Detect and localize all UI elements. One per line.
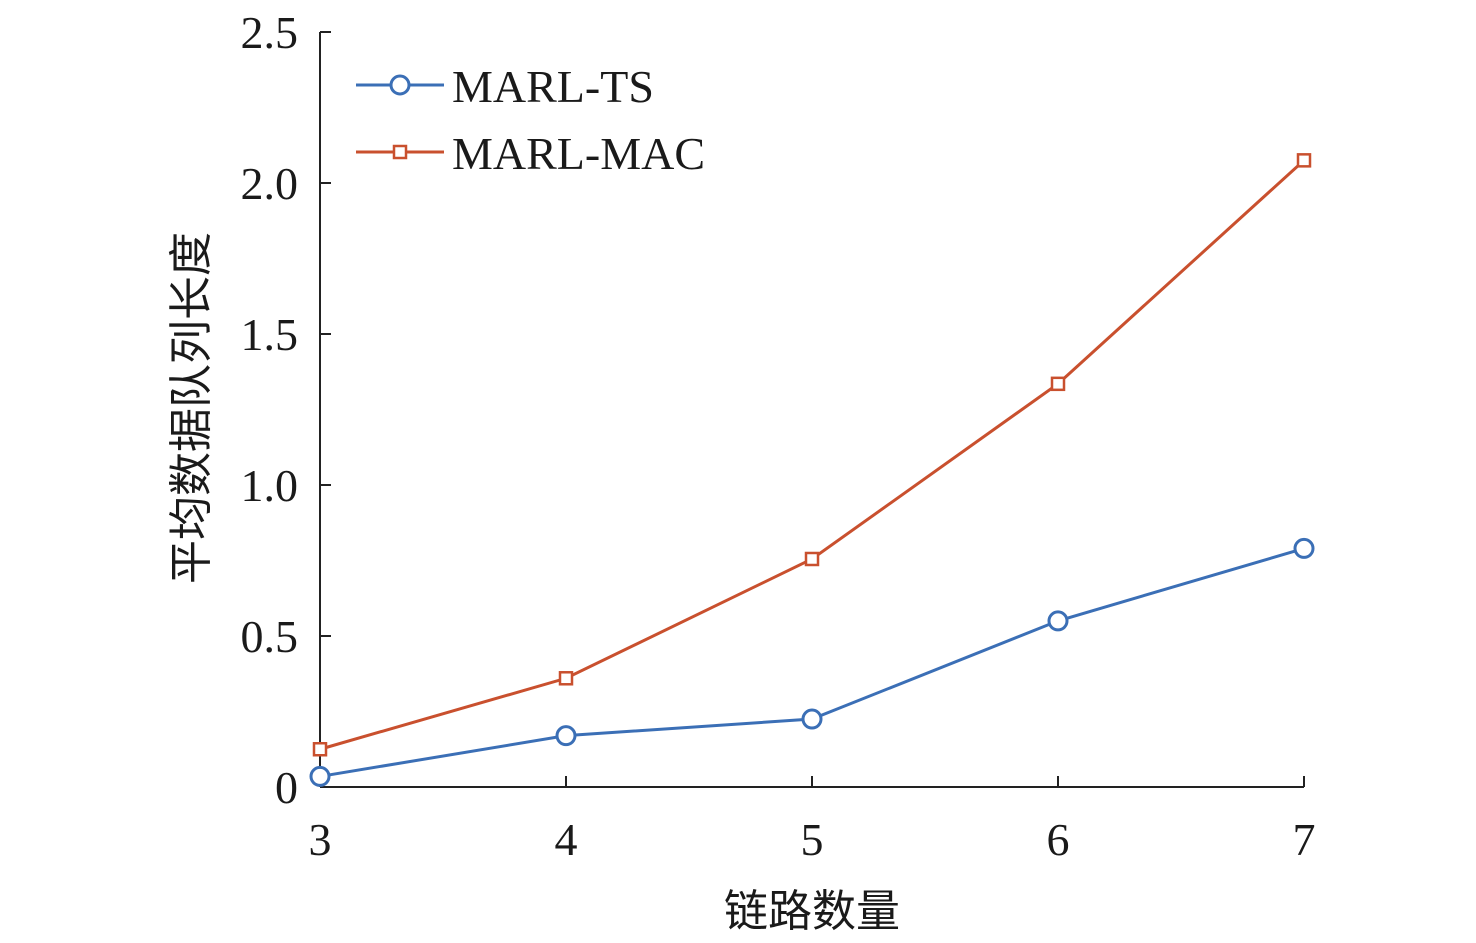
series-marl-mac [312,153,1312,757]
legend-marker-square [392,144,408,160]
y-tick-label: 1.5 [241,309,299,360]
tick-labels: 0 0.5 1.0 1.5 2.0 2.5 3 4 5 6 7 [241,7,1316,865]
y-axis-title: 平均数据队列长度 [166,232,217,584]
data-point-square [804,551,820,567]
y-tick-label: 0 [275,762,298,813]
tick-marks [319,31,1305,788]
series-marl-ts [309,537,1315,787]
y-tick-label: 0.5 [241,611,299,662]
x-tick-label: 7 [1293,814,1316,865]
legend-item: MARL-TS [356,61,654,112]
x-tick-label: 4 [555,814,578,865]
data-point-circle [309,765,331,787]
legend: MARL-TS MARL-MAC [356,61,705,179]
series-line [319,159,1306,751]
data-point-circle [801,708,823,730]
legend-label: MARL-TS [452,61,654,112]
y-tick-label: 2.5 [241,7,299,58]
data-point-circle [555,725,577,747]
series-lines [309,153,1315,787]
y-tick-label: 1.0 [241,460,299,511]
x-tick-label: 3 [309,814,332,865]
series-line [319,546,1305,778]
x-tick-label: 5 [801,814,824,865]
data-point-square [558,671,574,686]
x-axis-title: 链路数量 [724,886,900,937]
y-tick-label: 2.0 [241,158,299,209]
data-point-circle [1047,610,1069,632]
data-point-square [312,742,328,757]
legend-marker-circle [389,74,411,96]
legend-label: MARL-MAC [452,128,705,179]
data-point-circle [1293,537,1315,559]
data-point-square [1050,376,1066,392]
x-tick-label: 6 [1047,814,1070,865]
data-point-square [1296,153,1312,168]
legend-item: MARL-MAC [356,128,705,179]
